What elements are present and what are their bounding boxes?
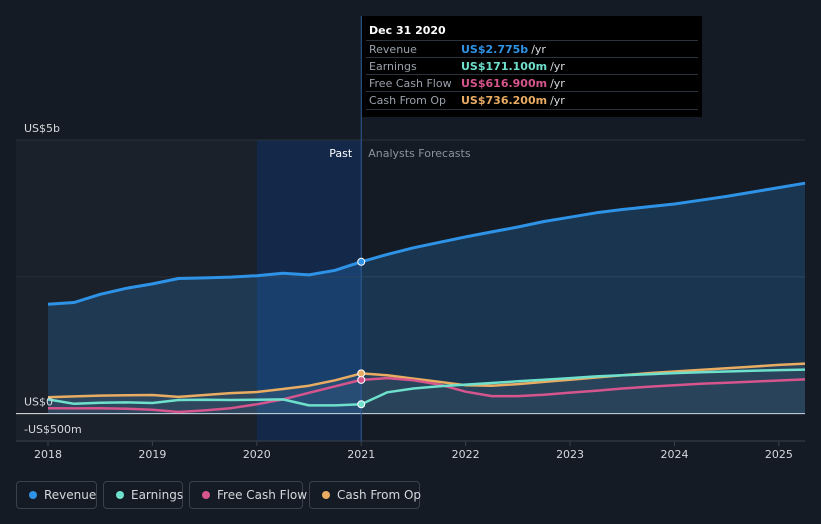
- legend-item-earnings[interactable]: Earnings: [103, 481, 183, 509]
- forecast-label: Analysts Forecasts: [368, 147, 471, 160]
- tooltip-value: US$2.775b/yr: [461, 43, 546, 56]
- legend-item-revenue[interactable]: Revenue: [16, 481, 97, 509]
- tooltip-label: Revenue: [369, 43, 417, 56]
- legend-label: Earnings: [131, 488, 184, 502]
- series-line-revenue: [47, 181, 806, 306]
- y-axis-label-top: US$5b: [24, 122, 60, 135]
- past-region: [16, 140, 257, 441]
- legend-label: Cash From Op: [337, 488, 422, 502]
- x-tick-label: 2018: [34, 448, 62, 461]
- x-tick-label: 2024: [660, 448, 688, 461]
- series-line-cash-from-op: [47, 362, 806, 399]
- legend-item-free-cash-flow[interactable]: Free Cash Flow: [189, 481, 307, 509]
- y-axis-label-bottom: -US$500m: [24, 423, 82, 436]
- legend-label: Free Cash Flow: [217, 488, 308, 502]
- tooltip-row-earnings: Earnings US$171.100m/yr: [366, 57, 698, 75]
- tooltip-value: US$616.900m/yr: [461, 77, 565, 90]
- marker-free-cash-flow: [357, 375, 366, 384]
- tooltip-row-free-cash-flow: Free Cash Flow US$616.900m/yr: [366, 74, 698, 92]
- revenue-area: [48, 183, 805, 414]
- series-line-free-cash-flow: [47, 376, 806, 414]
- legend-item-cash-from-op[interactable]: Cash From Op: [309, 481, 422, 509]
- x-tick-label: 2022: [452, 448, 480, 461]
- tooltip-date: Dec 31 2020: [369, 24, 446, 37]
- marker-earnings: [357, 400, 366, 409]
- tooltip-value: US$736.200m/yr: [461, 94, 565, 107]
- x-tick-label: 2019: [138, 448, 166, 461]
- tooltip: Dec 31 2020 Revenue US$2.775b/yr Earning…: [362, 16, 702, 117]
- legend-dot-icon: [116, 491, 124, 499]
- tooltip-label: Free Cash Flow: [369, 77, 452, 90]
- tooltip-value: US$171.100m/yr: [461, 60, 565, 73]
- x-tick-label: 2023: [556, 448, 584, 461]
- past-label: Past: [329, 147, 353, 160]
- series-line-earnings: [47, 368, 806, 407]
- tooltip-label: Earnings: [369, 60, 417, 73]
- x-tick-label: 2025: [765, 448, 793, 461]
- tooltip-label: Cash From Op: [369, 94, 447, 107]
- marker-revenue: [357, 257, 366, 266]
- marker-cash-from-op: [357, 369, 366, 378]
- x-tick-label: 2020: [243, 448, 271, 461]
- legend-dot-icon: [202, 491, 210, 499]
- x-tick-label: 2021: [347, 448, 375, 461]
- legend-dot-icon: [29, 491, 37, 499]
- legend-dot-icon: [322, 491, 330, 499]
- tooltip-row-revenue: Revenue US$2.775b/yr: [366, 40, 698, 58]
- legend-label: Revenue: [44, 488, 97, 502]
- tooltip-row-cash-from-op: Cash From Op US$736.200m/yr: [366, 91, 698, 110]
- y-axis-label-zero: US$0: [24, 396, 53, 409]
